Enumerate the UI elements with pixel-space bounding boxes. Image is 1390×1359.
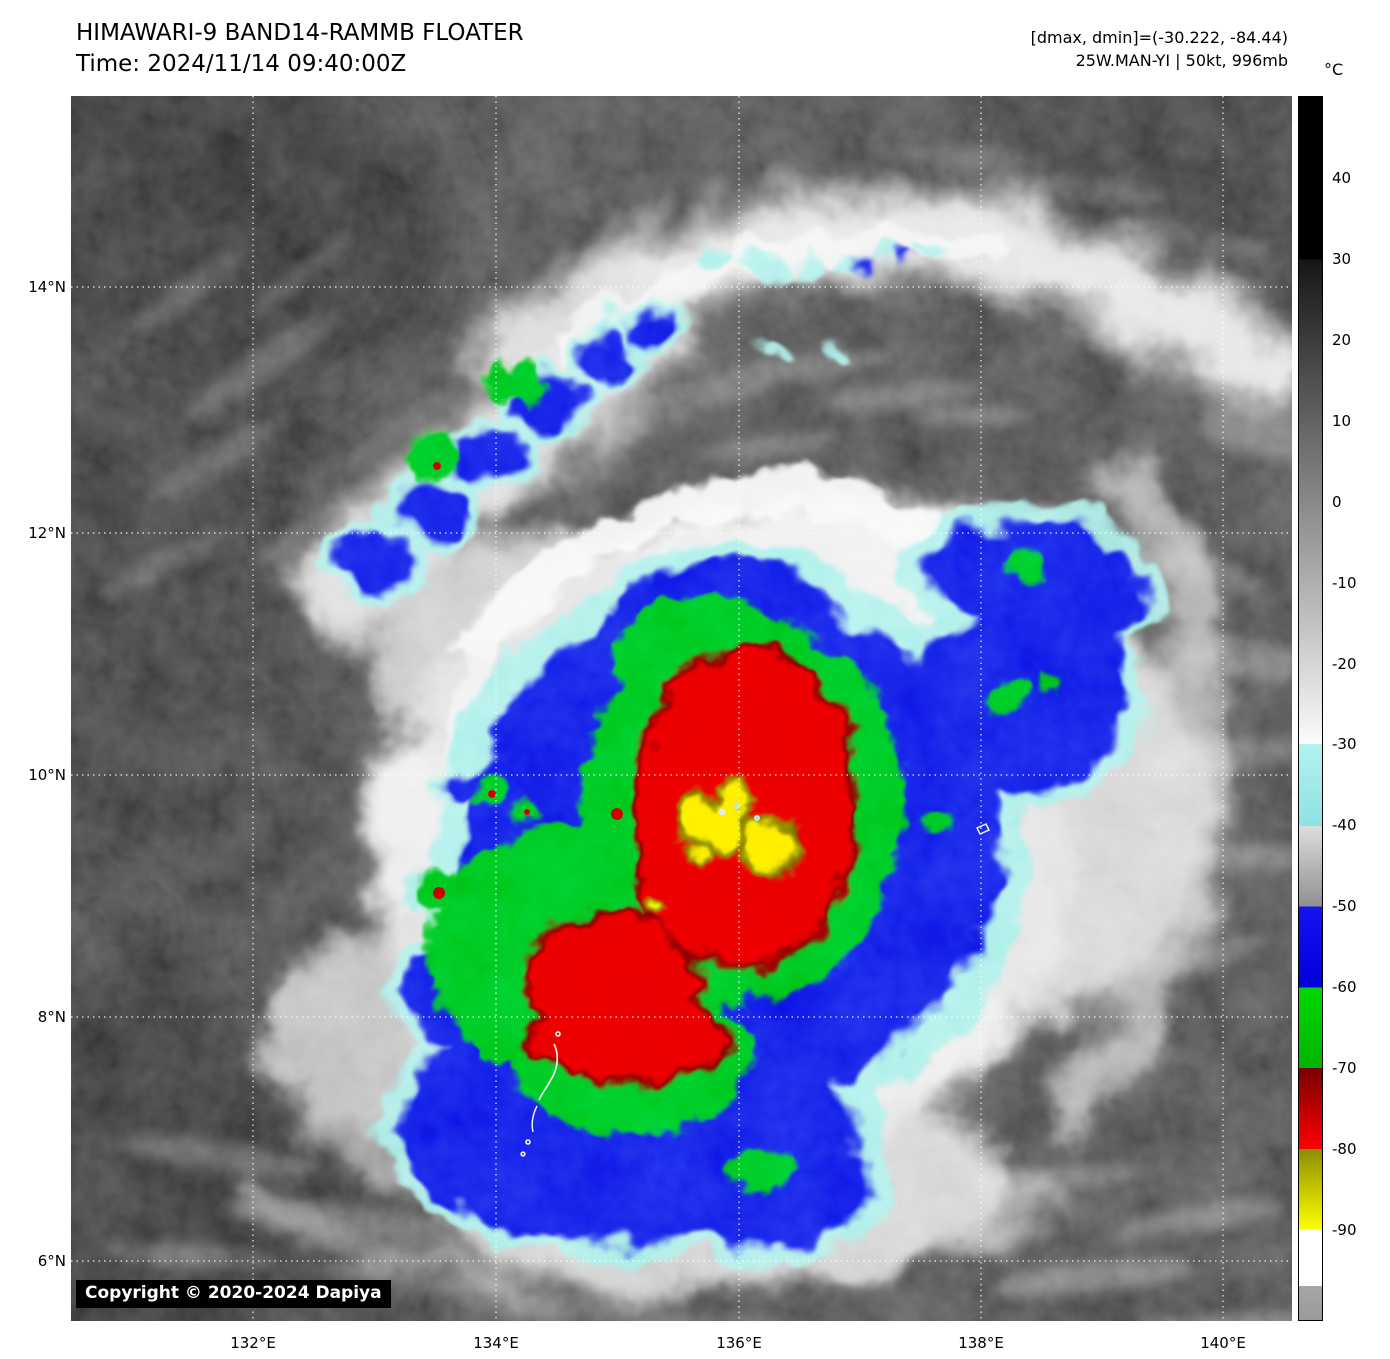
colorbar [1298, 96, 1323, 1321]
lon-tick-label: 138°E [958, 1334, 1004, 1352]
lat-tick-label: 8°N [37, 1008, 66, 1026]
colorbar-tick-label: 0 [1332, 493, 1342, 511]
lon-tick-label: 140°E [1200, 1334, 1246, 1352]
timestamp: Time: 2024/11/14 09:40:00Z [76, 51, 407, 77]
dmax-dmin-readout: [dmax, dmin]=(-30.222, -84.44) [1030, 28, 1288, 47]
copyright-badge: Copyright © 2020-2024 Dapiya [76, 1280, 391, 1308]
satellite-image [71, 96, 1292, 1321]
lat-tick-label: 14°N [28, 278, 66, 296]
colorbar-tick-label: -80 [1332, 1140, 1357, 1158]
colorbar-unit: °C [1324, 60, 1344, 79]
sat-texture-overlay-fine [71, 96, 1292, 1321]
colorbar-tick-label: -90 [1332, 1221, 1357, 1239]
lon-tick-label: 136°E [716, 1334, 762, 1352]
colorbar-tick-label: 30 [1332, 250, 1352, 268]
colorbar-tick-label: -70 [1332, 1059, 1357, 1077]
colorbar-tick-label: 20 [1332, 331, 1352, 349]
header-block: HIMAWARI-9 BAND14-RAMMB FLOATER Time: 20… [76, 18, 524, 80]
colorbar-tick-label: 10 [1332, 412, 1352, 430]
annotation-block: [dmax, dmin]=(-30.222, -84.44) 25W.MAN-Y… [1031, 26, 1288, 72]
colorbar-tick-label: 40 [1332, 169, 1352, 187]
satellite-map: Copyright © 2020-2024 Dapiya [71, 96, 1292, 1321]
colorbar-tick-label: -40 [1332, 816, 1357, 834]
lat-tick-label: 6°N [37, 1252, 66, 1270]
colorbar-tick-label: -30 [1332, 735, 1357, 753]
map-gridlines [71, 96, 1292, 1321]
colorbar-tick-label: -20 [1332, 655, 1357, 673]
colorbar-tick-label: -10 [1332, 574, 1357, 592]
storm-info: 25W.MAN-YI | 50kt, 996mb [1075, 51, 1288, 70]
product-title: HIMAWARI-9 BAND14-RAMMB FLOATER [76, 20, 524, 46]
lat-tick-label: 10°N [28, 766, 66, 784]
lon-tick-label: 132°E [230, 1334, 276, 1352]
lon-tick-label: 134°E [473, 1334, 519, 1352]
colorbar-tick-label: -50 [1332, 897, 1357, 915]
lat-tick-label: 12°N [28, 524, 66, 542]
colorbar-tick-label: -60 [1332, 978, 1357, 996]
